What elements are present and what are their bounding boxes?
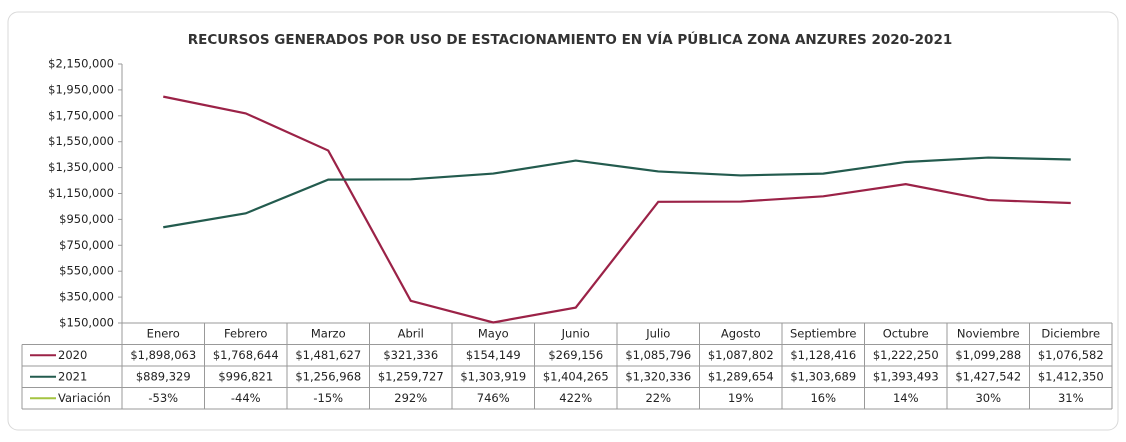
table-cell: $996,821 (218, 369, 273, 383)
chart-frame (7, 11, 1119, 431)
table-cell: $1,898,063 (130, 348, 196, 362)
table-cell: 19% (728, 391, 754, 405)
table-cell: $154,149 (466, 348, 521, 362)
y-tick-label: $750,000 (59, 238, 114, 252)
x-tick-label: Septiembre (790, 326, 857, 340)
y-tick-label: $1,550,000 (48, 134, 114, 148)
table-cell: 422% (559, 391, 592, 405)
series-line (163, 156, 1071, 229)
table-cell: $1,393,493 (873, 369, 939, 383)
chart-title: RECURSOS GENERADOS POR USO DE ESTACIONAM… (188, 30, 952, 48)
table-cell: 31% (1058, 391, 1084, 405)
table-cell: $1,303,689 (790, 369, 856, 383)
y-tick-label: $1,350,000 (48, 160, 114, 174)
table-cell: $1,404,265 (543, 369, 609, 383)
table-cell: -44% (231, 391, 261, 405)
x-tick-label: Agosto (721, 326, 761, 340)
table-cell: $1,412,350 (1038, 369, 1104, 383)
table-cell: $1,256,968 (295, 369, 361, 383)
y-tick-label: $150,000 (59, 316, 114, 330)
table-cell: 746% (477, 391, 510, 405)
y-tick-label: $1,150,000 (48, 186, 114, 200)
legend-label: Variación (58, 391, 111, 405)
table-cell: $1,222,250 (873, 348, 939, 362)
table-cell: 14% (893, 391, 919, 405)
table-cell: $1,481,627 (295, 348, 361, 362)
table-cell: $1,427,542 (955, 369, 1021, 383)
table-cell: $321,336 (383, 348, 438, 362)
series-line (163, 95, 1071, 324)
x-tick-label: Diciembre (1041, 326, 1100, 340)
table-cell: $269,156 (548, 348, 603, 362)
table-cell: $1,087,802 (708, 348, 774, 362)
y-tick-label: $1,950,000 (48, 82, 114, 96)
y-tick-label: $2,150,000 (48, 57, 114, 71)
y-tick-label: $550,000 (59, 264, 114, 278)
table-cell: $889,329 (136, 369, 191, 383)
table-cell: $1,076,582 (1038, 348, 1104, 362)
x-tick-label: Marzo (311, 326, 346, 340)
table-cell: 22% (645, 391, 671, 405)
table-cell: $1,085,796 (625, 348, 691, 362)
table-cell: $1,259,727 (378, 369, 444, 383)
legend-label: 2020 (58, 348, 87, 362)
x-tick-label: Julio (645, 326, 670, 340)
x-tick-label: Junio (561, 326, 590, 340)
y-tick-label: $1,750,000 (48, 108, 114, 122)
table-cell: 16% (810, 391, 836, 405)
table-cell: $1,289,654 (708, 369, 774, 383)
table-cell: 30% (975, 391, 1001, 405)
table-cell: $1,128,416 (790, 348, 856, 362)
table-cell: 292% (394, 391, 427, 405)
table-cell: -53% (148, 391, 178, 405)
legend-label: 2021 (58, 369, 87, 383)
y-tick-label: $950,000 (59, 212, 114, 226)
table-cell: $1,303,919 (460, 369, 526, 383)
table-cell: -15% (313, 391, 343, 405)
x-tick-label: Abril (398, 326, 424, 340)
table-cell: $1,099,288 (955, 348, 1021, 362)
x-tick-label: Mayo (478, 326, 509, 340)
table-cell: $1,320,336 (625, 369, 691, 383)
x-tick-label: Noviembre (957, 326, 1020, 340)
y-tick-label: $350,000 (59, 290, 114, 304)
x-tick-label: Febrero (224, 326, 267, 340)
x-tick-label: Octubre (883, 326, 929, 340)
x-tick-label: Enero (147, 326, 180, 340)
table-cell: $1,768,644 (213, 348, 279, 362)
